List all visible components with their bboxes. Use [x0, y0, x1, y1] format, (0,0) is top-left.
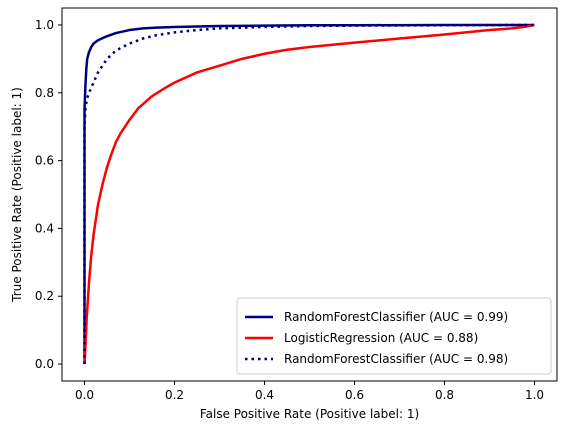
x-tick-label: 0.2 [165, 388, 184, 402]
legend-label-lr-088: LogisticRegression (AUC = 0.88) [284, 331, 478, 345]
legend: RandomForestClassifier (AUC = 0.99) Logi… [236, 297, 552, 375]
y-axis: 0.0 0.2 0.4 0.6 0.8 1.0 [35, 18, 62, 371]
x-tick-label: 0.4 [255, 388, 274, 402]
plot-frame [61, 7, 558, 382]
roc-curve-rf-099 [83, 23, 535, 365]
series-layer [83, 23, 535, 365]
x-axis: 0.0 0.2 0.4 0.6 0.8 1.0 [75, 381, 544, 402]
x-tick-label: 0.6 [345, 388, 364, 402]
y-tick-label: 0.0 [35, 357, 54, 371]
roc-curve-lr-088 [83, 23, 535, 365]
legend-box [236, 297, 552, 375]
legend-label-rf-098: RandomForestClassifier (AUC = 0.98) [284, 352, 508, 366]
x-axis-title: False Positive Rate (Positive label: 1) [200, 407, 419, 421]
y-tick-label: 0.4 [35, 221, 54, 235]
y-tick-label: 0.8 [35, 86, 54, 100]
x-tick-label: 0.8 [435, 388, 454, 402]
y-tick-label: 0.2 [35, 289, 54, 303]
x-tick-label: 1.0 [525, 388, 544, 402]
x-tick-label: 0.0 [75, 388, 94, 402]
y-axis-title: True Positive Rate (Positive label: 1) [10, 87, 24, 303]
legend-label-rf-099: RandomForestClassifier (AUC = 0.99) [284, 310, 508, 324]
y-tick-label: 0.6 [35, 154, 54, 168]
y-tick-label: 1.0 [35, 18, 54, 32]
roc-curve-rf-098 [83, 23, 535, 365]
